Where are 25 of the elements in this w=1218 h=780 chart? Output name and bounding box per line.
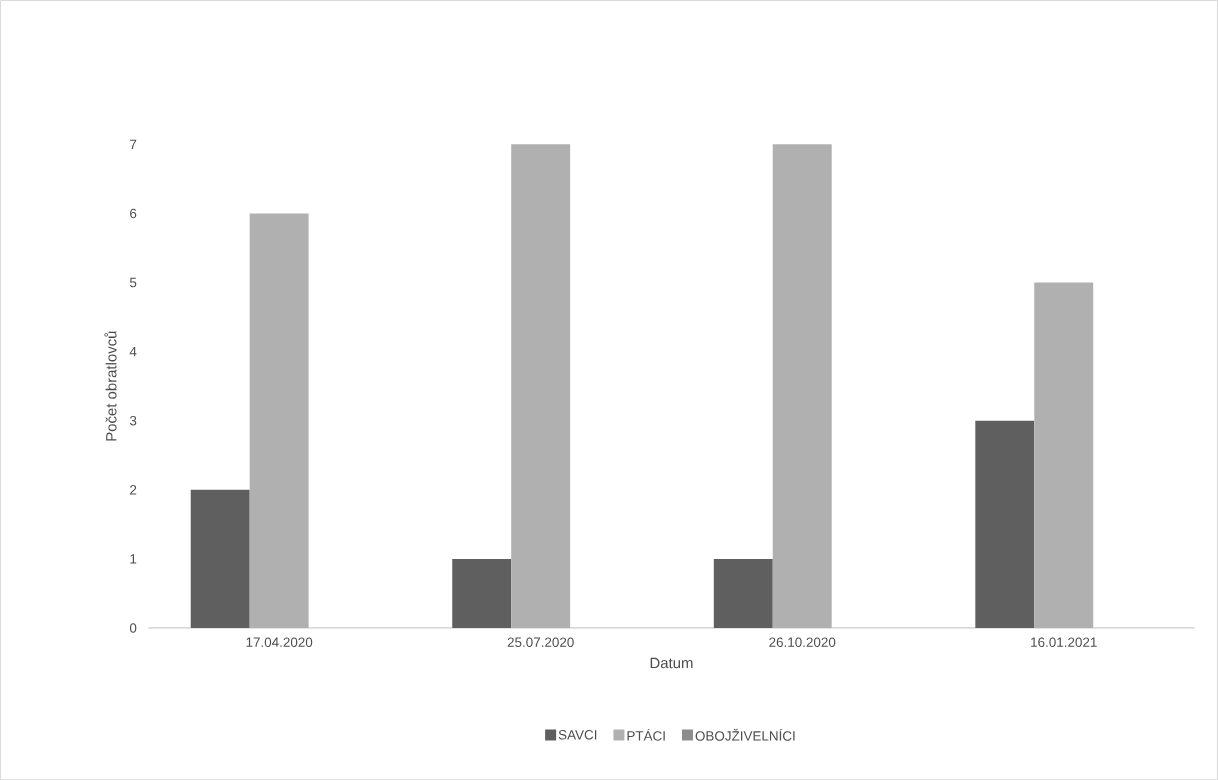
legend-label: PTÁCI	[627, 728, 665, 741]
legend-label: OBOJŽIVELNÍCI	[695, 728, 795, 741]
bar	[772, 144, 832, 628]
x-axis-title: Datum	[650, 657, 693, 669]
x-tick-label: 16.01.2021	[1031, 637, 1097, 647]
y-tick-label: 7	[130, 139, 137, 149]
bar	[249, 213, 309, 628]
x-tick-label: 26.10.2020	[769, 637, 836, 647]
y-tick-label: 1	[130, 554, 137, 564]
y-axis-title: Počet obratlovců	[104, 331, 117, 441]
bar	[713, 558, 773, 628]
x-tick-label: 17.04.2020	[246, 637, 313, 647]
bar	[452, 558, 512, 628]
y-tick-label: 3	[129, 415, 137, 426]
bar	[975, 420, 1035, 628]
y-tick-label: 0	[129, 623, 137, 633]
bar	[511, 144, 571, 628]
x-tick-label: 25.07.2020	[507, 637, 574, 647]
y-tick-label: 4	[129, 346, 137, 357]
bar	[1034, 282, 1094, 628]
legend-label: SAVCI	[558, 729, 597, 740]
y-tick-label: 6	[130, 208, 137, 219]
bar	[190, 489, 250, 628]
y-tick-label: 2	[130, 484, 137, 495]
y-tick-label: 5	[129, 277, 137, 288]
